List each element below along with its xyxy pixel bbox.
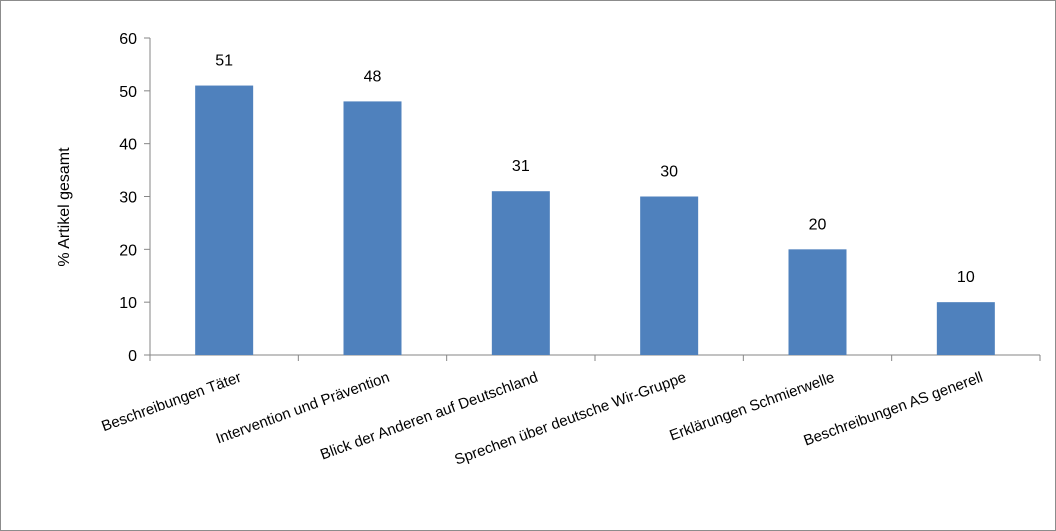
- y-axis: 0 10 20 30 40 50 60: [119, 31, 151, 365]
- y-tick-label: 0: [128, 348, 137, 365]
- category-label: Beschreibungen Täter: [99, 369, 243, 435]
- y-axis-title: % Artikel gesamt: [56, 147, 73, 267]
- data-label: 10: [957, 269, 975, 286]
- y-tick-label: 10: [119, 295, 137, 312]
- bar: [195, 85, 254, 356]
- data-label: 31: [512, 158, 530, 175]
- y-tick-label: 60: [119, 31, 137, 48]
- x-axis: [149, 354, 1041, 361]
- bar: [936, 302, 995, 355]
- bar: [788, 249, 847, 355]
- bar: [491, 191, 550, 355]
- y-tick-label: 30: [119, 190, 137, 207]
- data-label: 48: [364, 68, 382, 85]
- y-tick-label: 50: [119, 84, 137, 101]
- data-labels: 51 48 31 30 20 10: [215, 53, 975, 287]
- data-label: 20: [809, 216, 827, 233]
- data-label: 51: [215, 53, 233, 70]
- y-tick-label: 20: [119, 242, 137, 259]
- bar: [640, 196, 699, 355]
- bar: [343, 101, 402, 356]
- bars: [195, 85, 995, 356]
- y-tick-label: 40: [119, 137, 137, 154]
- data-label: 30: [660, 164, 678, 181]
- category-label: Sprechen über deutsche Wir-Gruppe: [452, 369, 688, 469]
